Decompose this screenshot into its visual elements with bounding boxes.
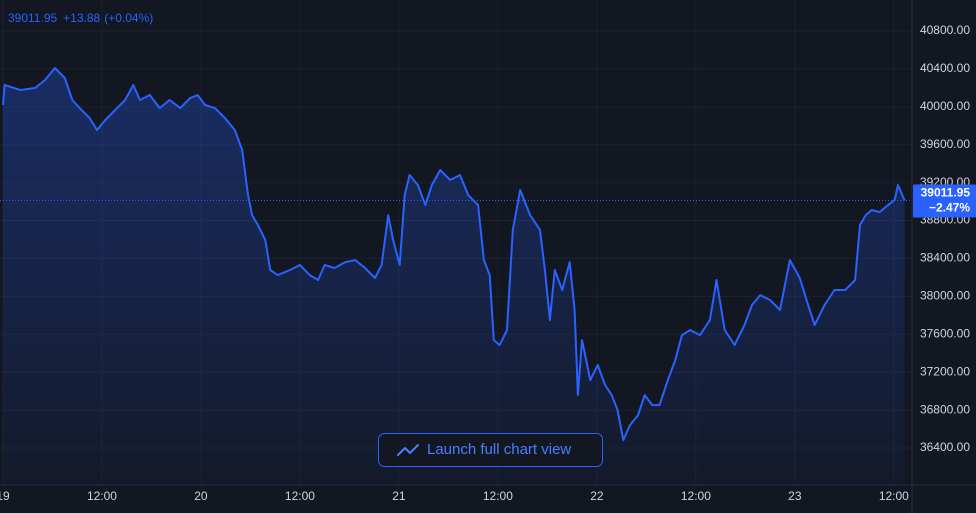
price-tag-value: 39011.95 xyxy=(921,186,971,200)
x-tick-label: 12:00 xyxy=(483,489,513,503)
y-tick-label: 40400.00 xyxy=(920,61,970,75)
y-tick-label: 39600.00 xyxy=(920,137,970,151)
price-line xyxy=(2,67,906,442)
launch-button[interactable]: Launch full chart view xyxy=(378,433,603,467)
x-tick-label: 20 xyxy=(194,489,208,503)
x-tick-label: 19 xyxy=(0,489,10,503)
y-tick-label: 36400.00 xyxy=(920,440,970,454)
plot-area xyxy=(0,67,912,485)
y-tick-label: 38400.00 xyxy=(920,251,970,265)
button-icon[interactable] xyxy=(397,444,419,456)
y-tick-label: 40000.00 xyxy=(920,99,970,113)
y-tick-label: 37200.00 xyxy=(920,364,970,378)
x-tick-label: 22 xyxy=(590,489,604,503)
area-fill xyxy=(3,68,905,485)
x-tick-label: 12:00 xyxy=(87,489,117,503)
x-tick-label: 12:00 xyxy=(681,489,711,503)
x-tick-label: 21 xyxy=(392,489,406,503)
y-tick-label: 36800.00 xyxy=(920,402,970,416)
header-change-pct: (+0.04%) xyxy=(104,11,153,25)
header-change: +13.88 xyxy=(63,11,100,25)
axes: 36400.00 36800.00 37200.00 37600.00 38000.00… xyxy=(0,23,976,503)
y-tick-label: 37600.00 xyxy=(920,326,970,340)
header-price: 39011.95 xyxy=(8,11,57,25)
button-frame[interactable] xyxy=(378,433,603,467)
x-tick-label: 12:00 xyxy=(879,489,909,503)
y-tick-label: 38000.00 xyxy=(920,289,970,303)
button-label[interactable]: Launch full chart view xyxy=(427,441,571,458)
x-tick-label: 12:00 xyxy=(285,489,315,503)
y-tick-label: 40800.00 xyxy=(920,23,970,37)
price-tag-change: −2.47% xyxy=(929,201,970,215)
price-tag xyxy=(913,184,976,218)
x-tick-label: 23 xyxy=(788,489,802,503)
header: 39011.95 +13.88 (+0.04%) xyxy=(8,11,153,25)
